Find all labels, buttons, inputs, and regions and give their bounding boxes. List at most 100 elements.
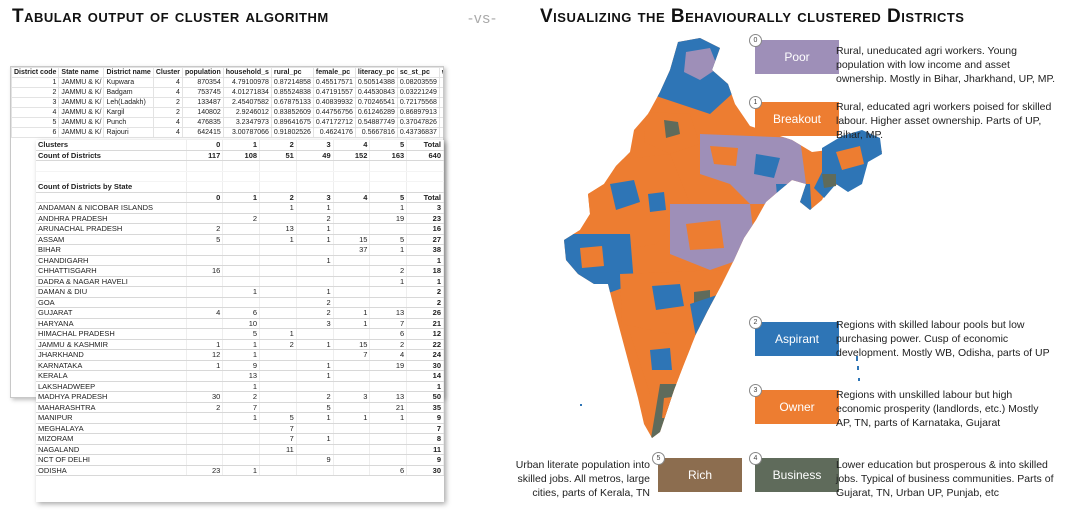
legend-badge-number: 5	[652, 452, 665, 465]
blank-row	[36, 160, 444, 172]
state-name-cell: JAMMU & KASHMIR	[36, 339, 187, 350]
state-count-cell: 1	[296, 255, 334, 266]
cluster-col-header: 5	[369, 140, 408, 151]
legend-badge-label: Rich	[687, 468, 712, 482]
state-count-cell: 4	[186, 307, 224, 319]
raw-data-cell: 0.50514388	[354, 77, 398, 88]
state-count-cell: 16	[406, 223, 444, 235]
state-name-cell: HARYANA	[36, 318, 187, 329]
state-count-cell	[259, 307, 297, 319]
state-count-cell	[296, 423, 334, 434]
state-count-cell	[369, 381, 408, 392]
legend-description: Regions with skilled labour pools but lo…	[836, 318, 1050, 360]
state-count-cell: 1	[296, 223, 334, 235]
raw-data-cell: 0.67875133	[270, 97, 314, 108]
blank-cell	[186, 171, 224, 182]
state-count-cell: 2	[369, 265, 408, 277]
pivot-table-sheet: Clusters 0 1 2 3 4 5 Total Count of Districts 117…	[36, 140, 444, 502]
raw-header-cell: Cluster	[152, 67, 183, 78]
state-count-cell: 1	[333, 318, 371, 329]
state-count-cell: 7	[259, 433, 297, 445]
state-name-cell: ANDAMAN & NICOBAR ISLANDS	[36, 202, 187, 214]
raw-data-cell: 4	[152, 87, 183, 98]
state-count-cell: 30	[186, 391, 224, 403]
legend-description-line: Lower education but prosperous & into sk…	[836, 459, 1048, 471]
blank-cell	[369, 160, 408, 172]
raw-data-cell: 5	[11, 117, 60, 128]
raw-data-cell: 0.08203559	[396, 77, 440, 88]
state-count-cell	[369, 255, 408, 266]
raw-data-row: 2 JAMMU & K/Badgam 4 753745 4.01271834 0.8552…	[11, 87, 443, 98]
raw-data-header-row: District code State name District name Clus…	[11, 67, 443, 78]
state-count-cell: 1	[222, 412, 261, 424]
state-count-cell: 6	[369, 465, 408, 476]
raw-header-cell: work	[438, 67, 443, 78]
state-name-cell: MAHARASHTRA	[36, 402, 187, 413]
legend-badge-rich: 5 Rich	[652, 452, 742, 492]
state-count-cell	[186, 286, 224, 298]
state-count-cell: 13	[369, 307, 408, 319]
state-count-cell: 24	[406, 349, 444, 361]
raw-header-cell: literacy_pc	[354, 67, 398, 78]
state-count-cell: 23	[406, 213, 444, 224]
raw-data-cell: JAMMU & K/	[58, 127, 105, 138]
raw-data-cell: Rajouri	[103, 127, 154, 138]
state-count-cell	[333, 454, 371, 466]
state-count-cell: 1	[369, 202, 408, 214]
blank-cell	[222, 160, 261, 172]
raw-data-cell: 1	[11, 77, 60, 88]
state-count-cell	[369, 444, 408, 455]
state-row: ASSAM 5 1 1 15 5 27	[36, 234, 444, 245]
state-count-cell	[333, 202, 371, 214]
clusters-label: Clusters	[36, 140, 187, 151]
count-cell: 163	[369, 150, 408, 161]
state-count-cell	[296, 349, 334, 361]
vs-separator: -vs-	[468, 10, 497, 27]
raw-header-cell: sc_st_pc	[396, 67, 440, 78]
state-row: GOA 2 2	[36, 297, 444, 308]
state-name-cell: ODISHA	[36, 465, 187, 476]
state-count-cell: 27	[406, 234, 444, 245]
legend-badge-number: 0	[749, 34, 762, 47]
raw-data-cell: 0.56	[438, 97, 443, 108]
state-row: ANDHRA PRADESH 2 2 19 23	[36, 213, 444, 224]
raw-data-cell: 0.47191557	[312, 87, 356, 98]
state-count-cell	[296, 465, 334, 476]
legend-badge-number: 1	[749, 96, 762, 109]
raw-data-cell: 0.44756756	[312, 107, 356, 118]
state-count-cell: 30	[406, 360, 444, 371]
state-count-cell: 6	[222, 307, 261, 319]
raw-data-cell: JAMMU & K/	[58, 87, 105, 98]
state-count-cell: 9	[296, 454, 334, 466]
state-row: MAHARASHTRA 2 7 5 21 35	[36, 402, 444, 413]
state-count-cell	[296, 265, 334, 277]
state-count-cell: 2	[222, 213, 261, 224]
state-count-cell	[259, 286, 297, 298]
raw-data-cell: 0.47172712	[312, 117, 356, 128]
state-name-cell: KERALA	[36, 370, 187, 382]
count-cell: 640	[406, 150, 444, 161]
state-count-cell	[259, 213, 297, 224]
state-name-cell: HIMACHAL PRADESH	[36, 328, 187, 340]
right-title: Visualizing the Behaviourally clustered …	[540, 6, 965, 27]
state-count-cell	[186, 412, 224, 424]
state-count-cell: 35	[406, 402, 444, 413]
state-count-cell: 1	[296, 234, 334, 245]
state-count-cell	[222, 444, 261, 455]
state-count-cell: 1	[186, 360, 224, 371]
state-count-cell	[333, 423, 371, 434]
cluster-col-header: 2	[259, 140, 297, 151]
legend-badge-label: Poor	[784, 50, 810, 64]
blank-cell	[36, 192, 187, 203]
state-count-cell: 7	[259, 423, 297, 434]
legend-badge-owner: 3 Owner	[749, 384, 839, 424]
state-count-cell: 1	[296, 202, 334, 214]
state-row: MIZORAM 7 1 8	[36, 433, 444, 445]
raw-data-cell: 0.40839932	[312, 97, 356, 108]
state-count-cell	[186, 454, 224, 466]
raw-data-cell: 0.72175568	[396, 97, 440, 108]
legend-description-line: purchasing power. Cusp of economic	[836, 333, 1009, 345]
state-count-cell	[259, 360, 297, 371]
state-row: BIHAR 37 1 38	[36, 244, 444, 256]
state-count-cell: 2	[406, 286, 444, 298]
